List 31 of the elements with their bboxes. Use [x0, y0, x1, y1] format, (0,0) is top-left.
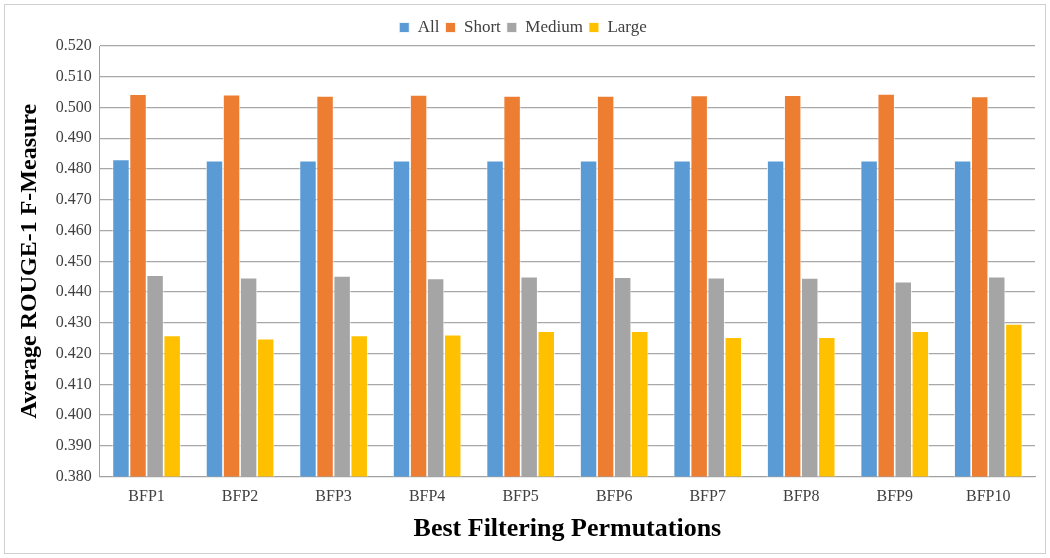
x-tick-label: BFP7	[689, 487, 726, 505]
x-tick-label: BFP10	[966, 487, 1011, 505]
x-tick-label: BFP1	[128, 487, 165, 505]
y-tick-label: 0.410	[55, 374, 92, 392]
y-axis-title: Average ROUGE-1 F-Measure	[14, 103, 41, 419]
legend-label: Medium	[525, 16, 583, 36]
y-tick-label: 0.390	[55, 436, 92, 454]
x-tick-label: BFP5	[502, 487, 539, 505]
y-tick-label: 0.420	[55, 343, 92, 361]
y-tick-label: 0.460	[55, 220, 92, 238]
y-tick-label: 0.510	[55, 66, 92, 84]
y-tick-label: 0.400	[55, 405, 92, 423]
legend-label: All	[417, 16, 440, 36]
legend-label: Short	[463, 16, 502, 36]
x-tick-label: BFP9	[876, 487, 913, 505]
y-tick-label: 0.520	[55, 36, 92, 54]
x-tick-label: BFP3	[315, 487, 352, 505]
x-tick-label: BFP8	[782, 487, 820, 505]
y-tick-label: 0.450	[55, 251, 92, 269]
x-tick-label: BFP2	[221, 487, 259, 505]
y-tick-label: 0.440	[55, 282, 92, 300]
y-tick-label: 0.490	[55, 128, 92, 146]
y-tick-label: 0.470	[55, 189, 92, 207]
legend-label: Large	[607, 16, 647, 36]
x-tick-label: BFP6	[595, 487, 633, 505]
x-tick-label: BFP4	[408, 487, 446, 505]
y-tick-label: 0.480	[55, 159, 92, 177]
y-tick-label: 0.380	[55, 466, 92, 484]
y-tick-label: 0.500	[55, 97, 92, 115]
y-tick-label: 0.430	[55, 313, 92, 331]
x-axis-title: Best Filtering Permutations	[413, 513, 722, 543]
